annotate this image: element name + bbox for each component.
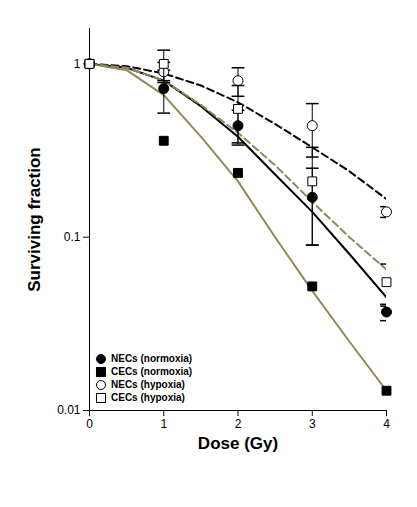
svg-text:2: 2 xyxy=(235,417,242,431)
svg-text:Dose (Gy): Dose (Gy) xyxy=(198,434,278,453)
svg-text:0: 0 xyxy=(86,417,93,431)
html-text:NECs (hypoxia): NECs (hypoxia) xyxy=(111,379,185,390)
svg-text:0.1: 0.1 xyxy=(64,230,81,244)
svg-text:3: 3 xyxy=(309,417,316,431)
svg-text:0.01: 0.01 xyxy=(57,403,81,417)
svg-text:4: 4 xyxy=(383,417,390,431)
html-text:CECs (hypoxia): CECs (hypoxia) xyxy=(111,392,185,403)
svg-text:Surviving fraction: Surviving fraction xyxy=(25,147,44,292)
html-text:NECs (normoxia): NECs (normoxia) xyxy=(111,353,193,364)
html-text:CECs (normoxia): CECs (normoxia) xyxy=(111,366,193,377)
svg-text:1: 1 xyxy=(74,57,81,71)
svg-text:1: 1 xyxy=(160,417,167,431)
